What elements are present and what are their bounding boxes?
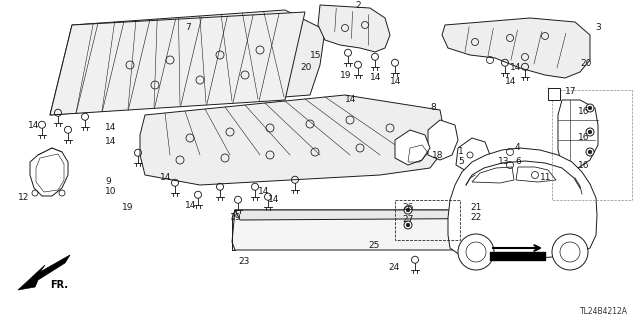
Text: 14: 14 — [105, 123, 116, 132]
Text: 13: 13 — [498, 158, 509, 167]
Text: 3: 3 — [595, 24, 601, 33]
Text: 10: 10 — [105, 188, 116, 197]
Bar — [395, 200, 460, 240]
Polygon shape — [50, 12, 305, 115]
Text: 14: 14 — [390, 78, 401, 86]
Text: 21: 21 — [470, 204, 481, 212]
Text: 22: 22 — [470, 213, 481, 222]
Text: 14: 14 — [510, 63, 522, 72]
Text: 14: 14 — [28, 121, 40, 130]
Text: 2: 2 — [355, 2, 360, 11]
Text: 20: 20 — [580, 58, 591, 68]
Polygon shape — [456, 138, 490, 172]
Polygon shape — [50, 10, 325, 115]
Text: 19: 19 — [340, 70, 351, 79]
Polygon shape — [558, 100, 598, 170]
Text: 18: 18 — [432, 151, 444, 160]
Text: 14: 14 — [345, 95, 356, 105]
Text: 14: 14 — [268, 196, 280, 204]
Text: 8: 8 — [430, 103, 436, 113]
Text: 14: 14 — [505, 78, 516, 86]
Text: 27: 27 — [402, 216, 413, 225]
Text: 6: 6 — [515, 158, 521, 167]
Text: FR.: FR. — [50, 280, 68, 290]
Circle shape — [404, 221, 412, 229]
Bar — [552, 90, 632, 200]
Text: 16: 16 — [578, 133, 589, 143]
Text: 16: 16 — [578, 160, 589, 169]
Text: 26: 26 — [402, 204, 413, 212]
Polygon shape — [232, 210, 565, 250]
Polygon shape — [18, 255, 70, 290]
Polygon shape — [318, 5, 390, 52]
Text: 4: 4 — [515, 144, 520, 152]
Bar — [548, 88, 560, 100]
Text: 25: 25 — [368, 241, 380, 249]
Text: 7: 7 — [185, 24, 191, 33]
Circle shape — [586, 104, 594, 112]
Polygon shape — [140, 95, 445, 185]
Text: 9: 9 — [105, 177, 111, 187]
Circle shape — [588, 130, 592, 134]
Text: 19: 19 — [122, 204, 134, 212]
Text: 11: 11 — [540, 174, 552, 182]
Polygon shape — [442, 18, 590, 78]
Text: 1: 1 — [458, 147, 464, 157]
Text: 24: 24 — [388, 263, 399, 272]
Polygon shape — [395, 130, 430, 165]
Text: 5: 5 — [458, 158, 464, 167]
Text: 17: 17 — [565, 87, 577, 97]
Text: 20: 20 — [300, 63, 312, 72]
Text: 23: 23 — [238, 257, 250, 266]
Polygon shape — [235, 210, 565, 220]
Circle shape — [552, 234, 588, 270]
Text: 14: 14 — [160, 174, 172, 182]
Circle shape — [588, 150, 592, 154]
Circle shape — [586, 128, 594, 136]
Polygon shape — [448, 148, 597, 258]
Text: 19: 19 — [230, 213, 241, 222]
Text: 12: 12 — [18, 194, 29, 203]
Text: 14: 14 — [185, 201, 196, 210]
Text: 14: 14 — [258, 188, 269, 197]
Circle shape — [588, 106, 592, 110]
Text: 15: 15 — [310, 50, 321, 60]
Circle shape — [406, 208, 410, 212]
Polygon shape — [428, 120, 458, 160]
Polygon shape — [30, 148, 68, 196]
Text: TL24B4212A: TL24B4212A — [580, 308, 628, 316]
Text: 16: 16 — [578, 108, 589, 116]
Circle shape — [586, 148, 594, 156]
Text: 14: 14 — [370, 73, 381, 83]
Circle shape — [404, 206, 412, 214]
Text: 14: 14 — [105, 137, 116, 146]
Circle shape — [406, 223, 410, 227]
Circle shape — [458, 234, 494, 270]
